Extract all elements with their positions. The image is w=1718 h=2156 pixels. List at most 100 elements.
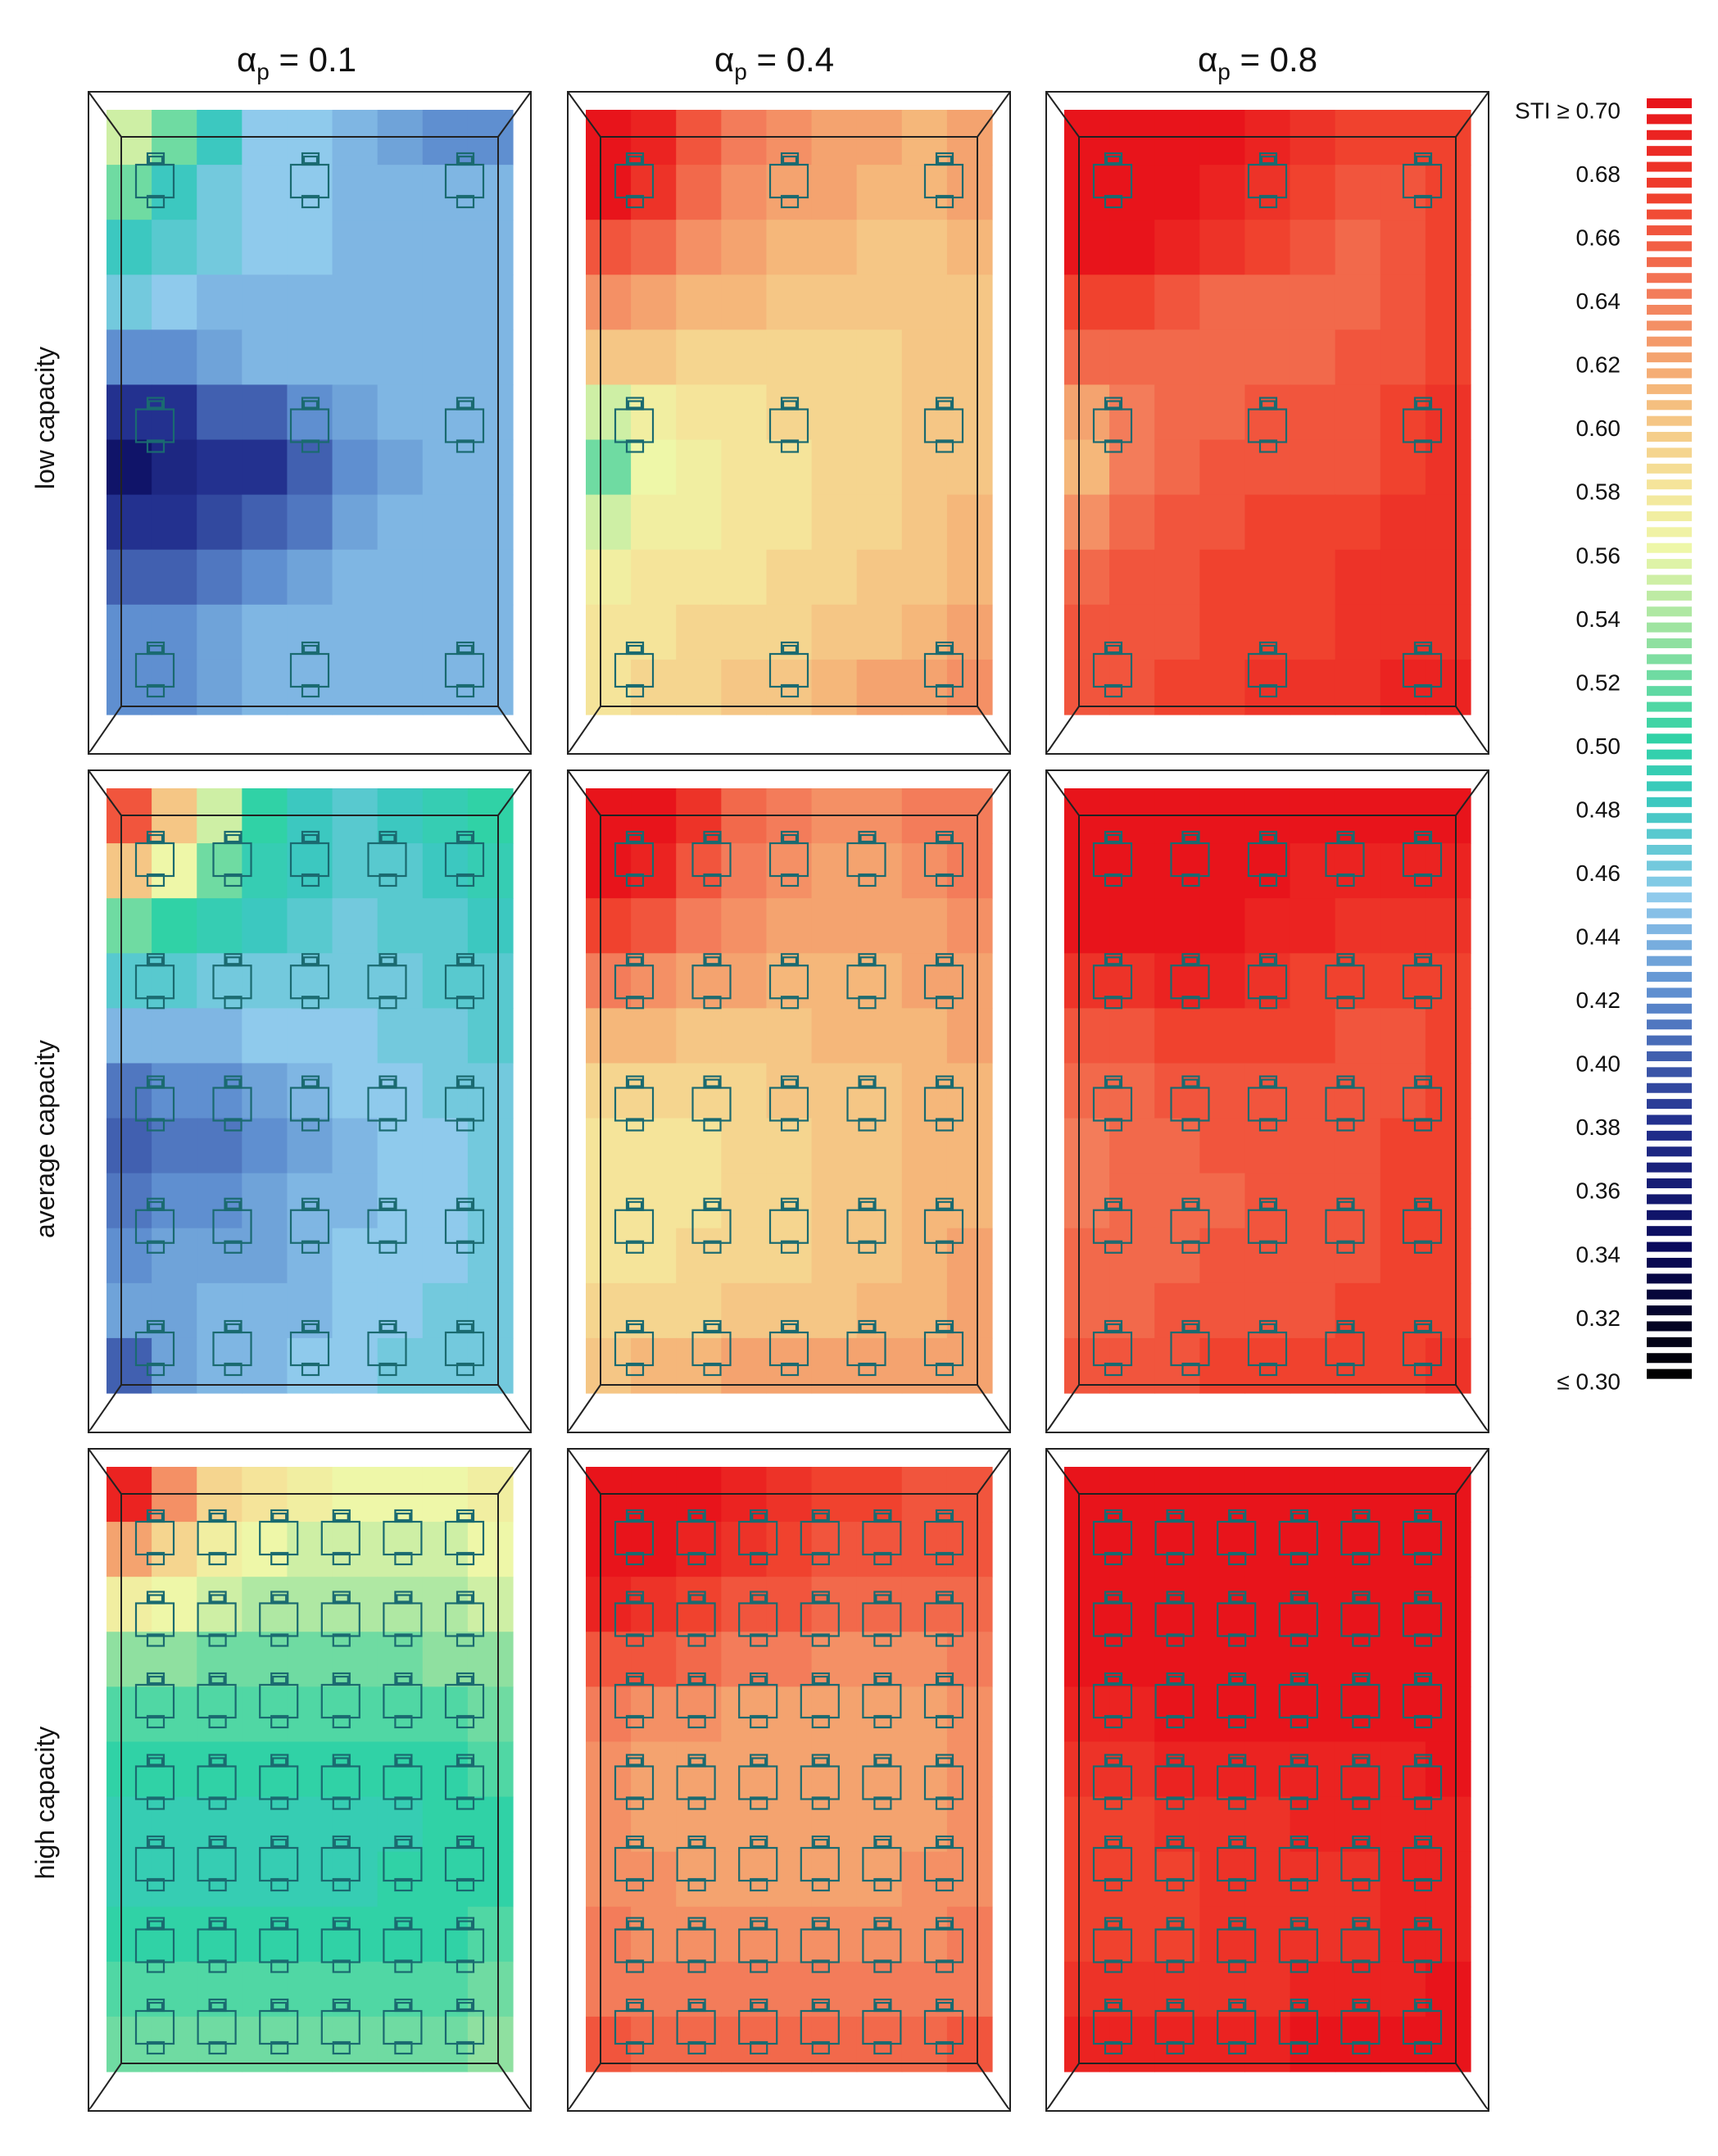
colorbar-tick-label: ≤ 0.30	[1557, 1368, 1621, 1394]
heat-cell	[1244, 1522, 1291, 1577]
workstation-desk	[1092, 1319, 1133, 1377]
heat-cell	[856, 1906, 903, 1963]
heat-cell	[107, 165, 152, 220]
heat-cell	[107, 1632, 152, 1687]
heat-cell	[1199, 275, 1246, 330]
workstation-desk	[614, 953, 655, 1010]
colorbar-band	[1647, 320, 1692, 331]
workstation-desk	[800, 1672, 840, 1729]
heat-cell	[467, 549, 514, 606]
workstation-desk	[800, 1835, 840, 1892]
heat-cell	[811, 1632, 858, 1687]
heat-cell	[107, 1173, 152, 1229]
heat-cell	[676, 275, 722, 330]
heat-cell	[946, 1851, 993, 1908]
room-edge	[497, 91, 532, 138]
heat-cell	[946, 1522, 993, 1577]
heat-cell	[152, 220, 197, 275]
workstation-desk	[738, 1591, 778, 1647]
colorbar-band	[1647, 1226, 1692, 1237]
heat-cell	[107, 329, 152, 386]
heat-cell	[631, 1796, 677, 1853]
desk-grid	[1092, 152, 1443, 698]
heat-cell	[152, 275, 197, 330]
heat-cell	[586, 165, 632, 220]
heat-cell	[811, 165, 858, 220]
heat-cell	[946, 1118, 993, 1174]
heat-cell	[586, 1173, 632, 1229]
heat-cell	[1154, 439, 1200, 496]
heat-cell	[1064, 1906, 1110, 1963]
floor-strip	[568, 721, 1010, 754]
heat-cell	[287, 843, 333, 899]
heat-cell	[197, 329, 243, 386]
heat-cell	[242, 1118, 288, 1174]
workstation-desk	[197, 1835, 237, 1892]
heat-cell	[1199, 1577, 1246, 1632]
heat-cell	[332, 1686, 379, 1743]
heat-cell	[1244, 1796, 1291, 1853]
heatmap-cells	[1064, 1467, 1471, 2072]
heat-cell	[1199, 439, 1246, 496]
workstation-desk	[1154, 1998, 1194, 2055]
workstation-desk	[1247, 953, 1288, 1010]
workstation-desk	[1092, 1075, 1133, 1132]
heat-cell	[242, 1906, 288, 1963]
colorbar-tick-label: 0.68	[1576, 161, 1621, 187]
workstation-desk	[1247, 1319, 1288, 1377]
heat-cell	[377, 1686, 424, 1743]
colorbar-tick-label: 0.40	[1576, 1051, 1621, 1077]
workstation-desk	[444, 1917, 485, 1973]
heat-cell	[242, 1173, 288, 1229]
workstation-desk	[768, 1319, 809, 1377]
heat-cell	[422, 275, 469, 330]
heat-cell	[287, 1173, 333, 1229]
heat-cell	[586, 1741, 632, 1798]
heat-cell	[1064, 1173, 1110, 1229]
heat-cell	[287, 1961, 333, 2018]
heat-cell	[377, 1577, 424, 1632]
heat-cell	[422, 604, 469, 660]
heat-cell	[1425, 1741, 1471, 1798]
colorbar-tick-label: 0.62	[1576, 352, 1621, 378]
workstation-desk	[1217, 1509, 1257, 1566]
heat-cell	[946, 1063, 993, 1119]
heat-cell	[631, 1961, 677, 2018]
heat-cell	[1290, 1118, 1336, 1174]
heat-cell	[1335, 1686, 1381, 1743]
workstation-desk	[383, 1754, 423, 1810]
colorbar-band	[1647, 1114, 1692, 1125]
colorbar-tick-label: 0.48	[1576, 797, 1621, 822]
workstation-desk	[289, 1075, 330, 1132]
heat-cell	[1154, 165, 1200, 220]
room-inner-frame	[120, 1493, 499, 2064]
room-edge	[1045, 1384, 1080, 1433]
heat-cell	[1109, 439, 1155, 496]
colorbar-band	[1647, 146, 1692, 157]
heat-cell	[1425, 604, 1471, 660]
heat-cell	[197, 1173, 243, 1229]
heat-cell	[676, 953, 722, 1009]
room-inner-frame	[1078, 815, 1457, 1386]
workstation-desk	[614, 641, 655, 698]
heat-cell	[721, 843, 768, 899]
workstation-desk	[1278, 1672, 1318, 1729]
colorbar-band	[1647, 892, 1692, 903]
workstation-desk	[444, 1319, 485, 1377]
heat-cell	[467, 384, 514, 441]
heat-cell	[332, 1008, 379, 1064]
heat-cell	[107, 898, 152, 954]
heat-cell	[377, 439, 424, 496]
heat-cell	[287, 275, 333, 330]
workstation-desk	[862, 1591, 902, 1647]
heat-cell	[197, 1118, 243, 1174]
colorbar-band	[1647, 225, 1692, 236]
workstation-desk	[1154, 1917, 1194, 1973]
heat-cell	[676, 165, 722, 220]
desk-grid	[134, 1509, 485, 2055]
heat-cell	[901, 494, 948, 551]
heat-cell	[766, 953, 813, 1009]
room-edge	[977, 706, 1011, 755]
room-edge	[567, 769, 601, 816]
heat-cell	[287, 1796, 333, 1853]
